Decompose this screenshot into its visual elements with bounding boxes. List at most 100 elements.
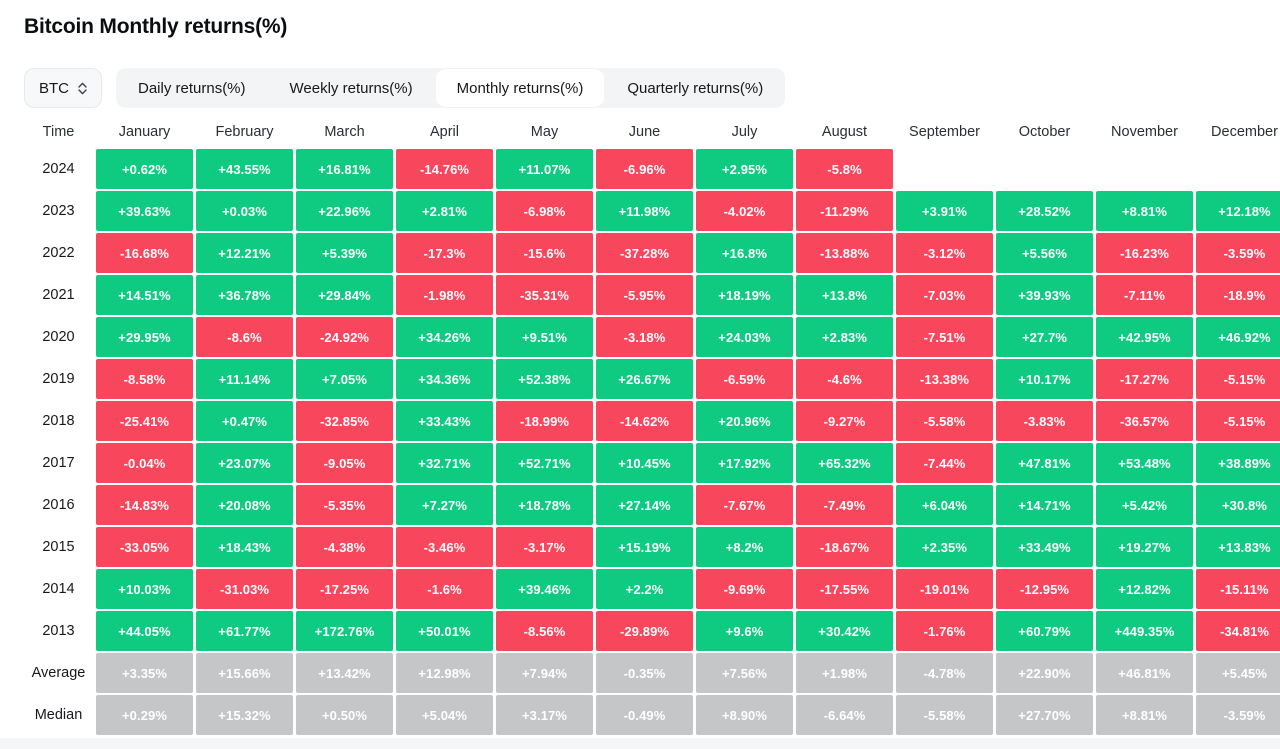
return-cell: -1.98% <box>396 275 493 315</box>
return-cell: +16.8% <box>696 233 793 273</box>
return-cell: +30.8% <box>1196 485 1280 525</box>
tab-monthly-returns[interactable]: Monthly returns(%) <box>434 68 606 108</box>
return-cell: +15.19% <box>596 527 693 567</box>
return-cell: +16.81% <box>296 149 393 189</box>
return-cell: -6.96% <box>596 149 693 189</box>
return-cell: -16.23% <box>1096 233 1193 273</box>
returns-table: Time January February March April May June July… <box>24 117 1280 735</box>
row-label: 2019 <box>42 371 75 387</box>
return-cell: +26.67% <box>596 359 693 399</box>
return-cell: -5.15% <box>1196 401 1280 441</box>
column-header-month: July <box>731 124 758 140</box>
column-header-time: Time <box>42 124 75 140</box>
return-cell: +33.43% <box>396 401 493 441</box>
return-cell: -17.27% <box>1096 359 1193 399</box>
column-header-month: December <box>1211 124 1278 140</box>
return-cell: +29.84% <box>296 275 393 315</box>
return-cell: +12.82% <box>1096 569 1193 609</box>
page-bottom-strip <box>0 738 1280 749</box>
return-cell: -33.05% <box>96 527 193 567</box>
tab-daily-returns[interactable]: Daily returns(%) <box>138 79 246 97</box>
return-cell: +18.78% <box>496 485 593 525</box>
return-cell: -6.64% <box>796 695 893 735</box>
return-cell: -4.78% <box>896 653 993 693</box>
return-cell: -7.11% <box>1096 275 1193 315</box>
return-cell: -14.62% <box>596 401 693 441</box>
row-label: 2016 <box>42 497 75 513</box>
return-cell: -5.8% <box>796 149 893 189</box>
return-cell: +0.47% <box>196 401 293 441</box>
return-cell: +7.05% <box>296 359 393 399</box>
return-cell: +7.27% <box>396 485 493 525</box>
return-cell: +65.32% <box>796 443 893 483</box>
return-cell: +13.83% <box>1196 527 1280 567</box>
return-cell: -18.99% <box>496 401 593 441</box>
return-cell: -15.11% <box>1196 569 1280 609</box>
return-cell: +29.95% <box>96 317 193 357</box>
return-cell: +449.35% <box>1096 611 1193 651</box>
return-cell: +13.8% <box>796 275 893 315</box>
return-cell: -6.98% <box>496 191 593 231</box>
return-cell: -18.67% <box>796 527 893 567</box>
return-cell: -8.56% <box>496 611 593 651</box>
return-cell: +46.81% <box>1096 653 1193 693</box>
row-label: 2022 <box>42 245 75 261</box>
return-cell: +172.76% <box>296 611 393 651</box>
return-cell: +27.7% <box>996 317 1093 357</box>
return-cell: +43.55% <box>196 149 293 189</box>
return-cell: -17.3% <box>396 233 493 273</box>
return-cell: -3.18% <box>596 317 693 357</box>
return-cell: +8.2% <box>696 527 793 567</box>
tab-weekly-returns[interactable]: Weekly returns(%) <box>289 79 413 97</box>
return-cell: -4.02% <box>696 191 793 231</box>
return-cell: -12.95% <box>996 569 1093 609</box>
return-cell: -37.28% <box>596 233 693 273</box>
return-cell: +53.48% <box>1096 443 1193 483</box>
row-label: 2013 <box>42 623 75 639</box>
return-cell: +34.26% <box>396 317 493 357</box>
return-cell: -17.25% <box>296 569 393 609</box>
symbol-select[interactable]: BTC <box>24 68 102 108</box>
return-cell: -15.6% <box>496 233 593 273</box>
return-cell: +11.07% <box>496 149 593 189</box>
tab-quarterly-returns[interactable]: Quarterly returns(%) <box>627 79 764 97</box>
return-cell: +52.38% <box>496 359 593 399</box>
row-label: 2017 <box>42 455 75 471</box>
column-header-month: June <box>628 124 661 140</box>
return-cell: -35.31% <box>496 275 593 315</box>
return-cell: +60.79% <box>996 611 1093 651</box>
return-cell: -36.57% <box>1096 401 1193 441</box>
return-cell: -3.83% <box>996 401 1093 441</box>
return-cell: -3.46% <box>396 527 493 567</box>
return-cell: -9.05% <box>296 443 393 483</box>
return-cell: +28.52% <box>996 191 1093 231</box>
return-cell: +11.98% <box>596 191 693 231</box>
return-cell: +50.01% <box>396 611 493 651</box>
column-header-month: January <box>118 124 171 140</box>
return-cell: -14.76% <box>396 149 493 189</box>
return-cell: +5.39% <box>296 233 393 273</box>
row-label: 2021 <box>42 287 75 303</box>
return-cell: +14.51% <box>96 275 193 315</box>
return-cell: +2.2% <box>596 569 693 609</box>
return-cell: -7.49% <box>796 485 893 525</box>
return-cell: -14.83% <box>96 485 193 525</box>
return-cell: +22.90% <box>996 653 1093 693</box>
return-cell: +18.19% <box>696 275 793 315</box>
return-cell: -19.01% <box>896 569 993 609</box>
symbol-select-value: BTC <box>39 79 69 97</box>
row-label: 2015 <box>42 539 75 555</box>
return-cell: +12.18% <box>1196 191 1280 231</box>
return-cell: -18.9% <box>1196 275 1280 315</box>
return-cell: +27.14% <box>596 485 693 525</box>
return-cell: +61.77% <box>196 611 293 651</box>
return-cell-empty <box>896 149 993 189</box>
return-cell: +17.92% <box>696 443 793 483</box>
return-cell: +2.83% <box>796 317 893 357</box>
return-cell: +0.50% <box>296 695 393 735</box>
return-cell: +39.63% <box>96 191 193 231</box>
return-cell: +3.17% <box>496 695 593 735</box>
row-label: 2024 <box>42 161 75 177</box>
return-cell: -13.38% <box>896 359 993 399</box>
return-cell: +38.89% <box>1196 443 1280 483</box>
